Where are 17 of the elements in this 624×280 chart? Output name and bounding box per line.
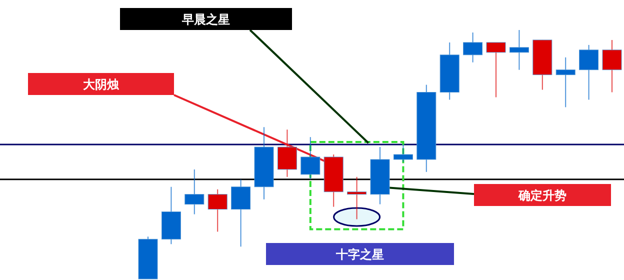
candlestick (300, 136, 320, 180)
candlestick (579, 44, 599, 100)
candlestick (208, 188, 228, 232)
text: 大阴烛 (83, 78, 120, 92)
candlestick (486, 42, 506, 98)
candlestick (556, 56, 576, 108)
candlestick (347, 176, 367, 220)
candlestick (231, 178, 251, 248)
candlestick (277, 129, 297, 178)
candlestick (184, 168, 204, 215)
candlestick (393, 144, 413, 162)
candlestick (602, 39, 622, 93)
candlestick (463, 32, 483, 63)
annotation: 十字之星 (335, 248, 384, 262)
text: 早晨之星 (181, 12, 230, 26)
candlestick (509, 30, 529, 70)
annotation: 确定升势 (518, 188, 566, 202)
